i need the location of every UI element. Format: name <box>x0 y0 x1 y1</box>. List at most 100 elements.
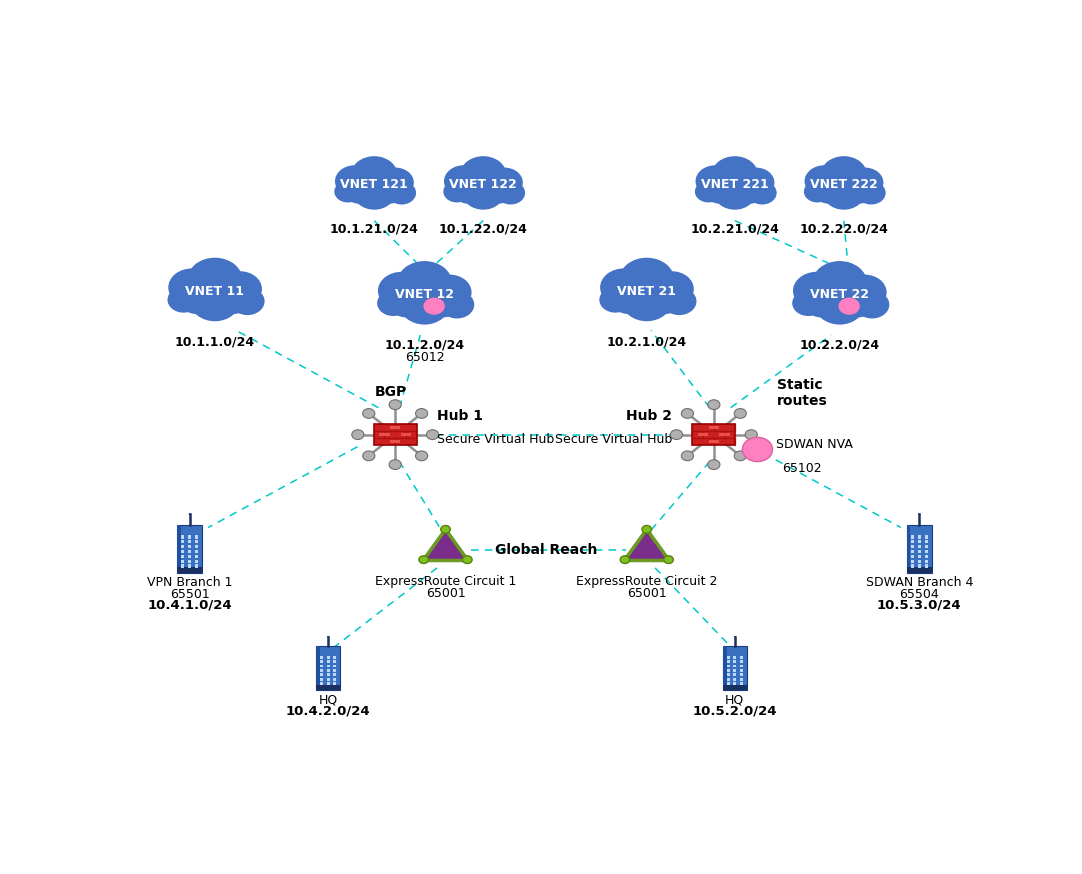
FancyBboxPatch shape <box>177 524 181 573</box>
Text: Secure Virtual Hub: Secure Virtual Hub <box>437 433 554 446</box>
FancyBboxPatch shape <box>720 434 729 436</box>
FancyBboxPatch shape <box>195 545 198 548</box>
Circle shape <box>422 286 462 317</box>
Circle shape <box>415 408 427 419</box>
FancyBboxPatch shape <box>734 660 737 663</box>
FancyBboxPatch shape <box>195 559 198 563</box>
Circle shape <box>397 261 452 305</box>
FancyBboxPatch shape <box>727 656 729 659</box>
FancyBboxPatch shape <box>925 555 928 558</box>
FancyBboxPatch shape <box>911 545 914 548</box>
Circle shape <box>452 177 486 204</box>
FancyBboxPatch shape <box>918 559 921 563</box>
Text: 65001: 65001 <box>425 586 465 600</box>
FancyBboxPatch shape <box>320 677 324 681</box>
FancyBboxPatch shape <box>327 660 330 663</box>
FancyBboxPatch shape <box>925 559 928 563</box>
FancyBboxPatch shape <box>911 559 914 563</box>
FancyBboxPatch shape <box>316 646 340 690</box>
FancyBboxPatch shape <box>188 555 192 558</box>
Circle shape <box>642 525 651 533</box>
Circle shape <box>481 177 514 204</box>
FancyBboxPatch shape <box>911 565 914 567</box>
Circle shape <box>708 399 720 410</box>
Text: VNET 21: VNET 21 <box>617 285 676 298</box>
Circle shape <box>708 460 720 469</box>
Circle shape <box>855 291 889 318</box>
FancyBboxPatch shape <box>390 440 400 443</box>
FancyBboxPatch shape <box>740 656 743 659</box>
FancyBboxPatch shape <box>727 677 729 681</box>
FancyBboxPatch shape <box>373 424 417 445</box>
Circle shape <box>334 181 361 203</box>
Circle shape <box>813 177 846 204</box>
Circle shape <box>714 176 755 210</box>
Circle shape <box>390 460 401 469</box>
Circle shape <box>813 261 867 305</box>
FancyBboxPatch shape <box>327 669 330 672</box>
Circle shape <box>378 272 425 310</box>
FancyBboxPatch shape <box>698 434 709 436</box>
Circle shape <box>378 290 409 316</box>
FancyBboxPatch shape <box>188 540 192 544</box>
Circle shape <box>426 430 438 440</box>
Circle shape <box>748 181 777 205</box>
Text: 10.2.22.0/24: 10.2.22.0/24 <box>800 223 888 236</box>
Text: ExpressRoute Circuit 2: ExpressRoute Circuit 2 <box>576 574 717 587</box>
Circle shape <box>735 408 747 419</box>
FancyBboxPatch shape <box>734 664 737 668</box>
Polygon shape <box>625 530 669 559</box>
FancyBboxPatch shape <box>918 540 921 544</box>
FancyBboxPatch shape <box>320 664 324 668</box>
Text: Hub 2: Hub 2 <box>625 408 672 422</box>
FancyBboxPatch shape <box>734 682 737 685</box>
FancyBboxPatch shape <box>740 677 743 681</box>
Text: 10.5.3.0/24: 10.5.3.0/24 <box>878 599 962 612</box>
Text: SDWAN Branch 4: SDWAN Branch 4 <box>866 576 973 589</box>
FancyBboxPatch shape <box>925 565 928 567</box>
FancyBboxPatch shape <box>327 682 330 685</box>
FancyBboxPatch shape <box>181 536 184 538</box>
Circle shape <box>327 636 329 637</box>
FancyBboxPatch shape <box>195 555 198 558</box>
Circle shape <box>486 168 523 198</box>
FancyBboxPatch shape <box>734 677 737 681</box>
Circle shape <box>230 288 265 316</box>
Circle shape <box>649 271 694 307</box>
Text: 65012: 65012 <box>405 351 445 364</box>
FancyBboxPatch shape <box>177 567 202 573</box>
FancyBboxPatch shape <box>907 524 910 573</box>
FancyBboxPatch shape <box>316 685 340 690</box>
FancyBboxPatch shape <box>727 682 729 685</box>
FancyBboxPatch shape <box>188 536 192 538</box>
Circle shape <box>168 287 199 313</box>
Circle shape <box>842 177 875 204</box>
FancyBboxPatch shape <box>740 682 743 685</box>
FancyBboxPatch shape <box>400 434 411 436</box>
FancyBboxPatch shape <box>727 664 729 668</box>
Circle shape <box>803 286 842 317</box>
Text: 10.2.1.0/24: 10.2.1.0/24 <box>607 336 687 349</box>
Circle shape <box>188 513 190 515</box>
Circle shape <box>733 177 766 204</box>
Text: VNET 122: VNET 122 <box>449 177 517 191</box>
Text: VNET 11: VNET 11 <box>185 285 245 298</box>
FancyBboxPatch shape <box>316 646 320 690</box>
Text: BGP: BGP <box>374 385 407 399</box>
Circle shape <box>846 168 883 198</box>
Circle shape <box>734 636 736 637</box>
FancyBboxPatch shape <box>327 677 330 681</box>
Circle shape <box>427 274 472 310</box>
Circle shape <box>682 451 694 461</box>
Circle shape <box>609 282 649 314</box>
Circle shape <box>622 281 672 322</box>
FancyBboxPatch shape <box>918 550 921 553</box>
Circle shape <box>792 290 824 316</box>
FancyBboxPatch shape <box>918 565 921 567</box>
Text: VNET 222: VNET 222 <box>810 177 878 191</box>
Circle shape <box>671 430 683 440</box>
FancyBboxPatch shape <box>925 540 928 544</box>
FancyBboxPatch shape <box>181 540 184 544</box>
Circle shape <box>399 285 449 324</box>
FancyBboxPatch shape <box>181 559 184 563</box>
